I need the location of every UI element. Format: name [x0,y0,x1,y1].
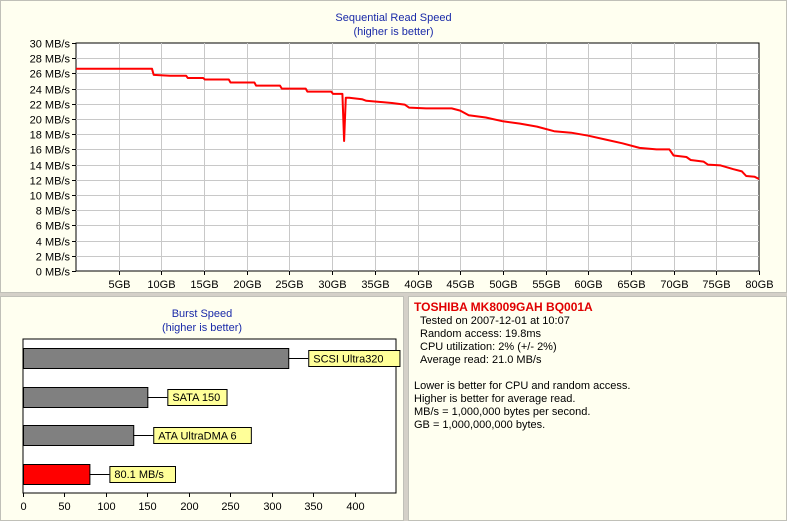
seq-ytick-label: 12 MB/s [30,176,71,188]
burst-bar-label: SCSI Ultra320 [313,353,383,365]
seq-ytick-label: 8 MB/s [36,206,71,218]
burst-xtick-label: 50 [58,501,70,513]
sequential-read-chart: 0 MB/s 2 MB/s 4 MB/s 6 MB/s 8 MB/s 10 MB/s 12 … [30,39,774,292]
seq-chart-subtitle: (higher is better) [353,26,434,38]
burst-xtick-label: 400 [346,501,364,513]
seq-ytick-label: 2 MB/s [36,252,71,264]
burst-label-box [167,389,228,406]
seq-xtick-label: 25GB [275,279,303,291]
burst-bar [23,348,290,369]
seq-chart-title: Sequential Read Speed [335,12,452,24]
seq-plot-area [75,42,760,272]
seq-xtick-label: 50GB [489,279,517,291]
burst-label-box [109,466,176,483]
seq-xtick-label: 45GB [446,279,474,291]
seq-ytick-label: 30 MB/s [30,39,71,51]
seq-ytick-label: 4 MB/s [36,237,71,249]
cpu-utilization-text: CPU utilization: 2% (+/- 2%) [420,341,557,353]
seq-xtick-label: 35GB [361,279,389,291]
burst-chart-subtitle: (higher is better) [161,322,243,334]
note-line: MB/s = 1,000,000 bytes per second. [414,406,591,418]
seq-xtick-label: 75GB [702,279,730,291]
seq-ytick-label: 24 MB/s [30,85,71,97]
seq-xtick-label: 60GB [574,279,602,291]
burst-xtick-label: 0 [20,501,26,513]
burst-bar-label: ATA UltraDMA 6 [158,430,236,442]
seq-xtick-label: 30GB [318,279,346,291]
burst-xtick-label: 300 [263,501,281,513]
seq-ytick-label: 28 MB/s [30,54,71,66]
seq-xtick-label: 20GB [233,279,261,291]
seq-xtick-label: 15GB [190,279,218,291]
seq-ytick-label: 20 MB/s [30,115,71,127]
seq-xtick-label: 80GB [745,279,773,291]
burst-xtick-label: 100 [97,501,115,513]
seq-ytick-label: 26 MB/s [30,69,71,81]
seq-ytick-label: 14 MB/s [30,161,71,173]
burst-xtick-label: 250 [221,501,239,513]
note-line: GB = 1,000,000,000 bytes. [414,419,546,431]
seq-ytick-label: 10 MB/s [30,191,71,203]
burst-bar [23,464,91,485]
burst-bar-label: 80.1 MB/s [114,469,164,481]
note-line: Higher is better for average read. [414,393,576,405]
burst-xtick-label: 200 [180,501,198,513]
burst-speed-chart: 0 50 100 150 200 250 300 350 400 SCSI Ultra320 SAT… [20,338,401,513]
burst-bar [23,425,135,446]
seq-read-series-line [76,67,760,180]
drive-info-panel: TOSHIBA MK8009GAH BQ001A Tested on 2007-… [408,296,787,521]
drive-name: TOSHIBA MK8009GAH BQ001A [414,300,593,314]
burst-label-box [153,427,252,444]
note-line: Lower is better for CPU and random acces… [414,380,631,392]
seq-ytick-label: 22 MB/s [30,100,71,112]
seq-ytick-label: 18 MB/s [30,130,71,142]
sequential-read-panel: Sequential Read Speed (higher is better)… [0,0,787,293]
tested-on-text: Tested on 2007-12-01 at 10:07 [420,315,570,327]
seq-xtick-label: 10GB [147,279,175,291]
random-access-text: Random access: 19.8ms [420,328,542,340]
burst-chart-title: Burst Speed [171,308,233,320]
burst-bar [23,387,149,408]
seq-ytick-label: 0 MB/s [36,267,71,279]
seq-xtick-label: 55GB [532,279,560,291]
seq-xtick-label: 5GB [108,279,130,291]
burst-bar-label: SATA 150 [172,392,220,404]
seq-xtick-label: 65GB [617,279,645,291]
average-read-text: Average read: 21.0 MB/s [420,354,542,366]
burst-label-box [308,350,401,367]
seq-xtick-label: 40GB [404,279,432,291]
burst-xtick-label: 150 [138,501,156,513]
burst-xtick-label: 350 [304,501,322,513]
burst-speed-panel: Burst Speed (higher is better) 0 50 100 150… [0,296,404,521]
seq-ytick-label: 16 MB/s [30,145,71,157]
seq-ytick-label: 6 MB/s [36,221,71,233]
seq-xtick-label: 70GB [660,279,688,291]
